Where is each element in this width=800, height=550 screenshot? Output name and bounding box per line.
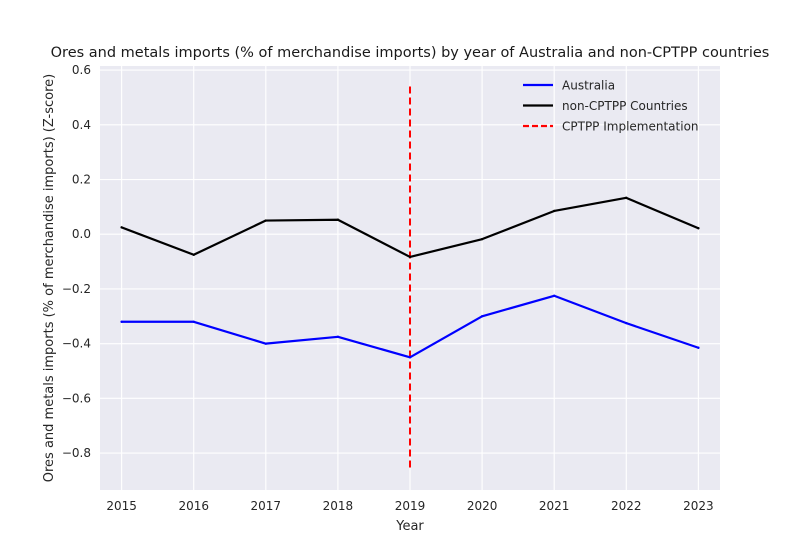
x-tick-label: 2016 xyxy=(178,499,209,513)
x-tick-label: 2021 xyxy=(539,499,570,513)
chart-title: Ores and metals imports (% of merchandis… xyxy=(51,45,770,61)
legend-label: non-CPTPP Countries xyxy=(562,99,688,113)
x-tick-label: 2018 xyxy=(323,499,354,513)
data-point xyxy=(192,253,195,256)
y-tick-label: 0.6 xyxy=(72,63,91,77)
y-axis-ticks: 0.6 0.4 0.2 0.0 −0.2 −0.4 −0.6 −0.8 xyxy=(62,63,91,460)
y-tick-label: −0.4 xyxy=(62,337,91,351)
data-point xyxy=(408,255,412,259)
x-tick-label: 2023 xyxy=(683,499,714,513)
legend: Australia non-CPTPP Countries CPTPP Implem… xyxy=(523,79,699,134)
x-tick-label: 2022 xyxy=(611,499,642,513)
data-point xyxy=(480,237,484,241)
legend-label: Australia xyxy=(562,79,615,93)
data-point xyxy=(480,315,484,318)
y-tick-label: 0.4 xyxy=(72,118,91,132)
data-point xyxy=(120,320,123,323)
data-point xyxy=(192,320,195,323)
data-point xyxy=(552,209,556,213)
y-tick-label: −0.6 xyxy=(62,391,91,405)
y-tick-label: 0.0 xyxy=(72,227,91,241)
data-point xyxy=(408,356,412,359)
x-tick-label: 2017 xyxy=(251,499,282,513)
series-lines xyxy=(120,86,700,470)
x-tick-label: 2020 xyxy=(467,499,498,513)
data-point xyxy=(697,227,700,230)
x-axis-title: Year xyxy=(395,519,424,534)
legend-label: CPTPP Implementation xyxy=(562,120,699,134)
data-point xyxy=(625,196,628,200)
data-point xyxy=(264,219,268,222)
y-axis-title: Ores and metals imports (% of merchandis… xyxy=(42,74,57,483)
data-point xyxy=(697,346,700,349)
x-tick-label: 2019 xyxy=(395,499,426,513)
y-tick-label: −0.2 xyxy=(62,282,91,296)
data-point xyxy=(264,342,268,345)
data-point xyxy=(625,321,628,325)
data-point xyxy=(120,226,123,229)
x-axis-ticks: 2015 2016 2017 2018 2019 2020 2021 2022 2023 xyxy=(106,499,713,513)
data-point xyxy=(336,335,340,339)
x-tick-label: 2015 xyxy=(106,499,137,513)
y-tick-label: −0.8 xyxy=(62,446,91,460)
y-tick-label: 0.2 xyxy=(72,173,91,187)
data-point xyxy=(336,218,340,221)
data-point xyxy=(552,294,556,297)
